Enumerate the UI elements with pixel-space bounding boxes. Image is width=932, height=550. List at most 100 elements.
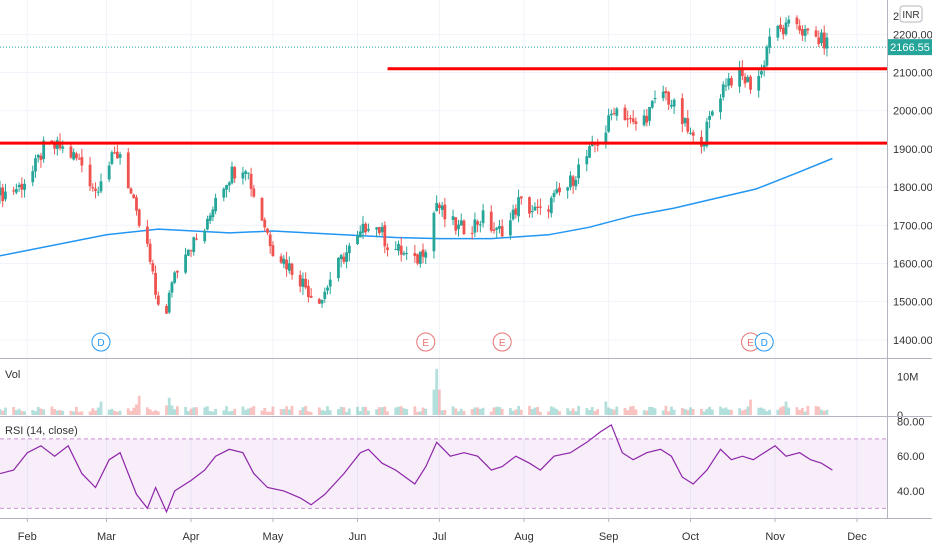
volume-bar <box>421 407 425 415</box>
event-marker-e[interactable]: E <box>492 332 512 352</box>
volume-bar <box>489 411 493 415</box>
volume-bar <box>588 410 591 415</box>
volume-bar <box>320 410 324 415</box>
candle-body <box>42 140 46 160</box>
candle-body <box>547 209 550 212</box>
volume-bar <box>609 408 613 415</box>
volume-bar <box>36 406 40 415</box>
currency-badge[interactable]: INR <box>899 5 923 23</box>
volume-bar <box>795 407 799 415</box>
volume-bar <box>700 408 703 415</box>
volume-bar <box>129 410 133 415</box>
volume-bar <box>298 410 302 415</box>
candle-body <box>31 171 35 183</box>
volume-bar <box>225 406 228 415</box>
candle-body <box>538 206 542 208</box>
volume-bar <box>260 410 264 415</box>
volume-bar <box>558 411 561 415</box>
event-marker-letter: D <box>97 338 104 349</box>
candle-body <box>339 255 343 260</box>
candle-body <box>738 68 742 87</box>
volume-bar <box>571 408 575 415</box>
volume-bar <box>664 405 668 415</box>
candle-body <box>214 197 218 212</box>
volume-bar <box>287 409 291 415</box>
event-marker-circle <box>416 332 436 352</box>
candle-body <box>244 171 248 174</box>
candle-body <box>230 166 234 184</box>
rsi-panel <box>0 424 887 514</box>
candle-body <box>394 248 398 250</box>
volume-bar <box>435 368 439 415</box>
candle-body <box>817 37 821 45</box>
candle-body <box>208 215 212 221</box>
candle-body <box>459 220 463 226</box>
volume-bar <box>397 406 400 415</box>
event-marker-d[interactable]: D <box>91 332 111 352</box>
volume-bar <box>173 409 177 415</box>
candle-body <box>784 22 788 35</box>
candle-body <box>566 187 570 191</box>
volume-bar <box>653 408 657 415</box>
candle-body <box>383 225 387 247</box>
candle-body <box>50 140 54 143</box>
volume-bar <box>689 407 692 415</box>
volume-bar <box>151 411 155 415</box>
volume-bar <box>612 409 616 415</box>
candle-body <box>173 272 177 283</box>
volume-bar <box>762 408 766 415</box>
volume-bar <box>252 406 256 415</box>
candle-body <box>189 250 193 252</box>
grid <box>0 0 887 518</box>
volume-bar <box>416 411 419 415</box>
volume-bar <box>607 407 611 415</box>
volume-bar <box>743 409 747 415</box>
candle-body <box>669 104 673 107</box>
candle-body <box>757 75 761 91</box>
candle-body <box>246 172 250 174</box>
volume-bar <box>424 408 428 415</box>
volume-bar <box>249 407 253 415</box>
candle-body <box>186 249 190 256</box>
candle-body <box>418 251 422 264</box>
volume-bar <box>244 409 248 415</box>
volume-bar <box>246 408 250 415</box>
candle-body <box>72 152 76 160</box>
price-tick-label: 1800.00 <box>893 182 932 194</box>
candle-body <box>282 258 286 265</box>
candle-body <box>402 253 406 255</box>
volume-bar <box>58 410 62 415</box>
volume-bar <box>481 407 485 415</box>
volume-bar <box>356 406 359 415</box>
candle-body <box>165 305 168 314</box>
candle-body <box>765 46 769 66</box>
volume-bar <box>53 409 56 415</box>
candle-body <box>260 197 264 221</box>
candle-body <box>588 146 591 158</box>
candle-body <box>167 292 171 313</box>
axes: 1400.00 1500.00 1600.00 1700.00 1800.00 1900.… <box>18 11 932 543</box>
candle-body <box>653 98 657 100</box>
event-marker-d[interactable]: D <box>754 332 774 352</box>
candle-body <box>405 252 409 254</box>
event-marker-e[interactable]: E <box>416 332 436 352</box>
candle-body <box>569 175 572 188</box>
rsi-tick-label: 40.00 <box>897 486 925 498</box>
volume-bar <box>776 409 780 415</box>
candle-body <box>94 188 97 191</box>
candle-body <box>686 118 690 132</box>
candle-body <box>356 235 359 245</box>
candle-body <box>689 132 692 134</box>
month-label: Oct <box>682 531 699 543</box>
candle-body <box>184 254 187 273</box>
volume-bar <box>233 408 237 415</box>
volume-bar <box>405 408 409 415</box>
candle-body <box>645 115 649 123</box>
candle-body <box>650 100 654 108</box>
volume-bar <box>268 411 272 415</box>
candle-body <box>577 164 580 179</box>
candle-body <box>528 197 531 214</box>
candle-body <box>552 192 556 198</box>
